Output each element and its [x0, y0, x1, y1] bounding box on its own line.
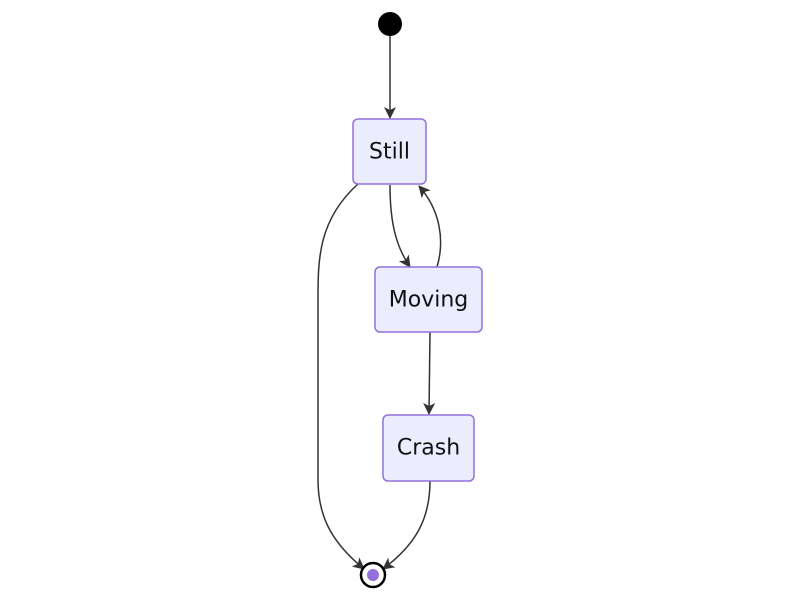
end-state-dot	[367, 569, 379, 581]
transition-moving-to-still	[418, 185, 442, 268]
state-crash-label: Crash	[397, 436, 460, 461]
state-still[interactable]: Still	[352, 118, 427, 185]
state-still-label: Still	[369, 140, 410, 165]
transition-crash-to-end	[382, 480, 431, 570]
state-moving[interactable]: Moving	[374, 266, 483, 333]
transition-moving-to-crash	[423, 331, 436, 415]
end-state	[359, 561, 387, 589]
transition-still-to-end	[317, 183, 365, 570]
state-moving-label: Moving	[389, 288, 468, 313]
state-crash[interactable]: Crash	[382, 414, 475, 482]
start-state-dot	[378, 12, 402, 36]
transition-still-to-moving	[389, 184, 411, 268]
